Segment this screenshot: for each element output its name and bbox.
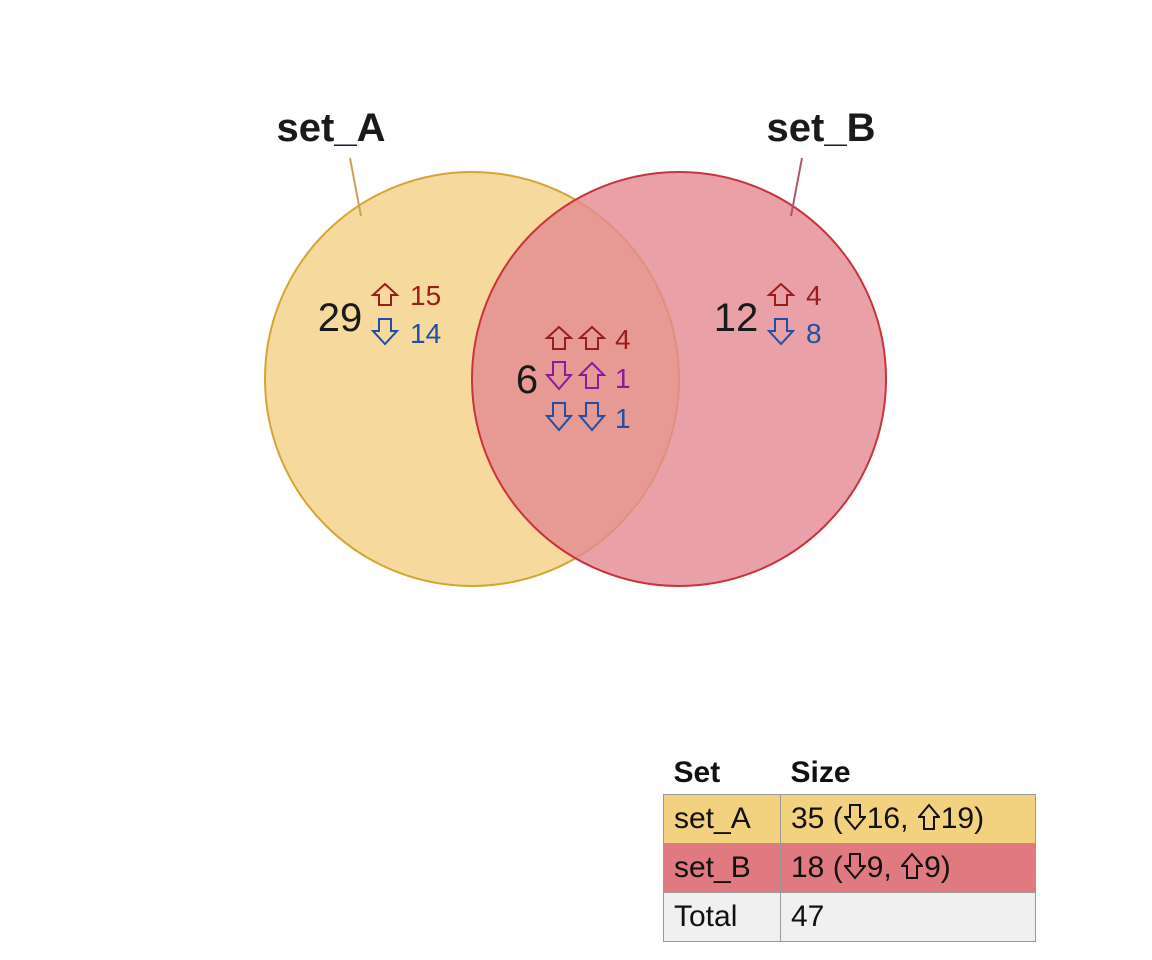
set-a-title: set_A	[277, 106, 386, 150]
set-a-only-count: 29	[318, 296, 363, 340]
set-size-total: 18	[791, 851, 825, 884]
set-size-down: 9	[866, 851, 884, 884]
set-name-cell: set_B	[663, 843, 781, 893]
set-name-cell: set_A	[663, 794, 781, 844]
down-arrow-icon	[544, 361, 574, 391]
set-a-down-count: 14	[410, 318, 441, 349]
intersection-down-down-count: 1	[615, 403, 631, 434]
set-b-title: set_B	[767, 106, 876, 150]
set-size-cell: 18 (9, 9)	[780, 843, 1036, 893]
set-size-down: 16	[866, 802, 901, 835]
set-size-up: 9	[924, 851, 941, 884]
set-column-header: Set	[673, 756, 721, 789]
up-arrow-icon	[917, 803, 940, 830]
set-b-circle	[471, 171, 887, 587]
set-size-total: 47	[791, 900, 825, 933]
size-column-header: Size	[790, 756, 851, 789]
table-row: Total 47	[663, 892, 1036, 942]
down-arrow-icon	[577, 402, 607, 432]
set-a-leader-line	[349, 157, 362, 217]
intersection-down-up-count: 1	[615, 363, 631, 394]
up-arrow-icon	[544, 325, 574, 350]
down-arrow-icon	[843, 853, 866, 880]
intersection-count: 6	[516, 358, 538, 402]
set-size-total: 35	[791, 802, 825, 835]
venn-diagram: set_A set_B 29 15 14 12 4 8 6 4 1 1	[264, 106, 887, 587]
down-arrow-icon	[370, 318, 400, 346]
set-size-cell: 35 (16, 19)	[780, 794, 1036, 844]
set-size-cell: 47	[780, 892, 1036, 942]
set-b-down-count: 8	[806, 318, 822, 349]
set-b-up-count: 4	[806, 280, 822, 311]
up-arrow-icon	[766, 282, 796, 306]
up-arrow-icon	[577, 325, 607, 350]
up-arrow-icon	[370, 282, 400, 306]
set-name-cell: Total	[663, 892, 781, 942]
intersection-up-up-count: 4	[615, 324, 631, 355]
down-arrow-icon	[843, 804, 866, 831]
table-header-row: Set Size	[664, 752, 1036, 795]
up-arrow-icon	[577, 361, 607, 389]
set-size-up: 19	[940, 802, 975, 835]
set-b-only-count: 12	[714, 296, 759, 340]
set-b-leader-line	[790, 157, 803, 217]
set-size-table: Set Size set_A 35 (16, 19) set_B 18 (9, …	[663, 752, 1036, 942]
set-a-up-count: 15	[410, 280, 441, 311]
table-row: set_A 35 (16, 19)	[663, 794, 1036, 844]
down-arrow-icon	[766, 318, 796, 346]
down-arrow-icon	[544, 402, 574, 432]
up-arrow-icon	[901, 852, 924, 879]
table-row: set_B 18 (9, 9)	[663, 843, 1036, 893]
